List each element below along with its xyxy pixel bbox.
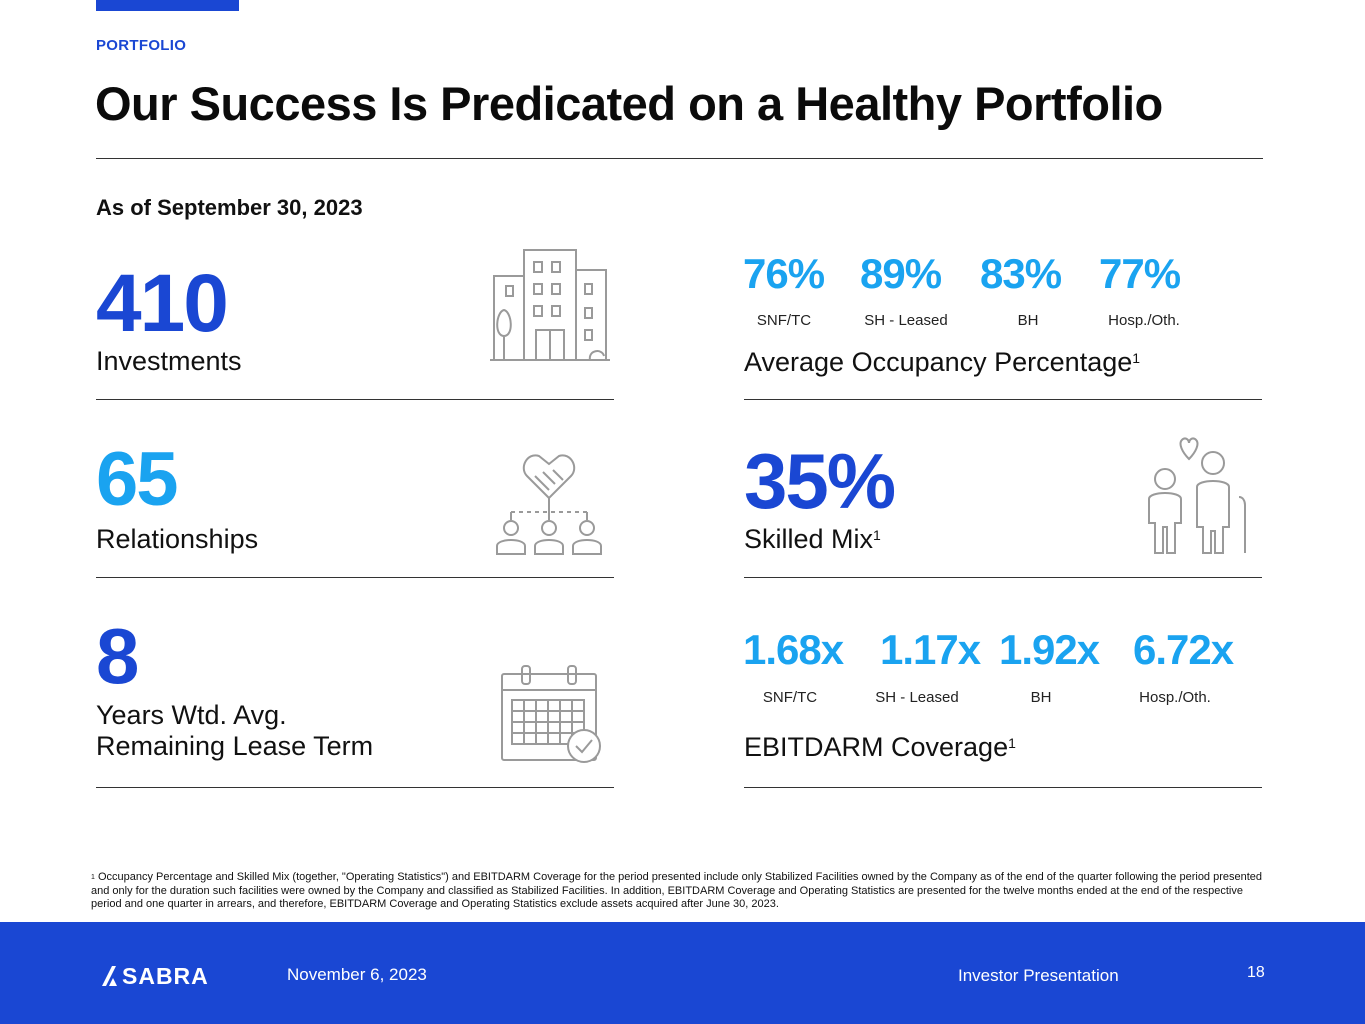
as-of-date: As of September 30, 2023 — [96, 195, 363, 220]
coverage-hosp-value: 6.72x — [1133, 626, 1234, 673]
coverage-sh-label: SH - Leased — [875, 689, 959, 706]
coverage-bh-value: 1.92x — [999, 626, 1100, 673]
lease-term-label-line2: Remaining Lease Term — [96, 731, 374, 761]
footer-presentation-title: Investor Presentation — [958, 966, 1119, 985]
coverage-divider — [744, 787, 1262, 788]
skilled-mix-footnote-ref: 1 — [873, 527, 881, 543]
lease-term-value: 8 — [96, 612, 139, 700]
coverage-bh-label: BH — [1030, 689, 1052, 706]
occupancy-sh-value: 89% — [860, 250, 942, 297]
coverage-footnote-ref: 1 — [1008, 735, 1016, 751]
relationships-value: 65 — [96, 437, 179, 522]
skilled-mix-caption: Skilled Mix1 — [744, 524, 881, 554]
page-title: Our Success Is Predicated on a Healthy P… — [95, 77, 1163, 130]
occupancy-bh-value: 83% — [980, 250, 1062, 297]
occupancy-caption: Average Occupancy Percentage1 — [744, 347, 1141, 377]
sabra-logo: SABRA — [100, 962, 240, 993]
handshake-network-icon — [493, 446, 605, 558]
page-number: 18 — [1247, 964, 1265, 981]
occupancy-footnote-ref: 1 — [1132, 350, 1141, 366]
family-icon — [1143, 437, 1251, 557]
lease-term-divider — [96, 787, 614, 788]
occupancy-snf-value: 76% — [743, 250, 825, 297]
investments-value: 410 — [96, 258, 229, 349]
coverage-sh-value: 1.17x — [880, 626, 981, 673]
footnote: 1 Occupancy Percentage and Skilled Mix (… — [91, 871, 1276, 912]
buildings-icon — [490, 248, 610, 364]
occupancy-sh-label: SH - Leased — [864, 312, 948, 329]
investments-label: Investments — [96, 346, 242, 376]
occupancy-hosp-value: 77% — [1099, 250, 1181, 297]
occupancy-divider — [744, 399, 1262, 400]
relationships-label: Relationships — [96, 524, 259, 554]
section-eyebrow: PORTFOLIO — [96, 37, 187, 54]
coverage-caption: EBITDARM Coverage1 — [744, 732, 1016, 762]
skilled-mix-divider — [744, 577, 1262, 578]
footer-bar: SABRA November 6, 2023 Investor Presenta… — [0, 922, 1365, 1024]
coverage-snf-value: 1.68x — [743, 626, 844, 673]
title-divider — [96, 158, 1263, 159]
coverage-snf-label: SNF/TC — [762, 689, 818, 706]
footnote-text: Occupancy Percentage and Skilled Mix (to… — [91, 871, 1263, 910]
calendar-check-icon — [500, 664, 606, 766]
occupancy-bh-label: BH — [1017, 312, 1039, 329]
coverage-hosp-label: Hosp./Oth. — [1139, 689, 1211, 706]
skilled-mix-value: 35% — [744, 437, 896, 525]
accent-bar — [96, 0, 239, 11]
logo-text: SABRA — [122, 963, 209, 988]
lease-term-label-line1: Years Wtd. Avg. — [96, 700, 287, 730]
investments-divider — [96, 399, 614, 400]
footer-date: November 6, 2023 — [287, 965, 427, 984]
footnote-marker: 1 — [91, 874, 95, 881]
occupancy-hosp-label: Hosp./Oth. — [1108, 312, 1180, 329]
relationships-divider — [96, 577, 614, 578]
occupancy-snf-label: SNF/TC — [756, 312, 812, 329]
